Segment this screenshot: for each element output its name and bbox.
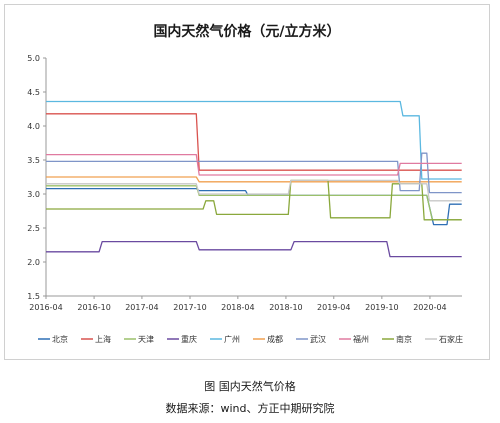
legend-label: 武汉	[310, 334, 326, 344]
y-tick-label: 4.0	[27, 122, 40, 131]
x-tick-label: 2018-04	[221, 303, 254, 312]
series-lines	[46, 100, 462, 258]
series-line-石家庄	[46, 179, 462, 202]
x-tick-label: 2019-04	[317, 303, 350, 312]
legend: 北京 上海 天津 重庆 广州 成都 武汉 福州 南京 石家庄	[38, 334, 463, 344]
series-line-武汉	[46, 152, 462, 194]
source-caption: 数据来源：wind、方正中期研究院	[165, 402, 335, 415]
x-tick-label: 2017-10	[173, 303, 206, 312]
y-tick-label: 1.5	[27, 292, 40, 301]
legend-label: 福州	[353, 335, 369, 344]
legend-label: 天津	[138, 334, 154, 344]
series-line-重庆	[46, 240, 462, 258]
y-tick-label: 3.0	[27, 190, 40, 199]
y-tick-label: 2.5	[27, 224, 40, 233]
x-tick-label: 2018-10	[269, 303, 302, 312]
x-tick-label: 2017-04	[125, 303, 158, 312]
legend-label: 成都	[267, 334, 283, 344]
legend-label: 广州	[224, 334, 240, 344]
series-line-福州	[46, 153, 462, 176]
figure-caption: 图 国内天然气价格	[204, 380, 296, 393]
legend-label: 石家庄	[439, 334, 463, 344]
x-tick-label: 2019-10	[365, 303, 398, 312]
series-line-上海	[46, 113, 462, 171]
legend-label: 北京	[52, 334, 68, 344]
y-tick-label: 3.5	[27, 156, 40, 165]
x-tick-label: 2016-10	[77, 303, 110, 312]
y-tick-label: 2.0	[27, 258, 40, 267]
series-line-成都	[46, 176, 462, 183]
legend-label: 上海	[95, 334, 111, 344]
x-tick-label: 2020-04	[413, 303, 446, 312]
y-tick-label: 4.5	[27, 88, 40, 97]
x-tick-label: 2016-04	[29, 303, 62, 312]
chart-title: 国内天然气价格（元/立方米）	[153, 23, 340, 40]
legend-label: 重庆	[181, 334, 197, 344]
y-tick-label: 5.0	[27, 54, 40, 63]
axes: 1.5 2.0 2.5 3.0 3.5 4.0 4.5 5.0 2016-04 2016-10 20…	[27, 54, 462, 312]
legend-label: 南京	[396, 334, 412, 344]
